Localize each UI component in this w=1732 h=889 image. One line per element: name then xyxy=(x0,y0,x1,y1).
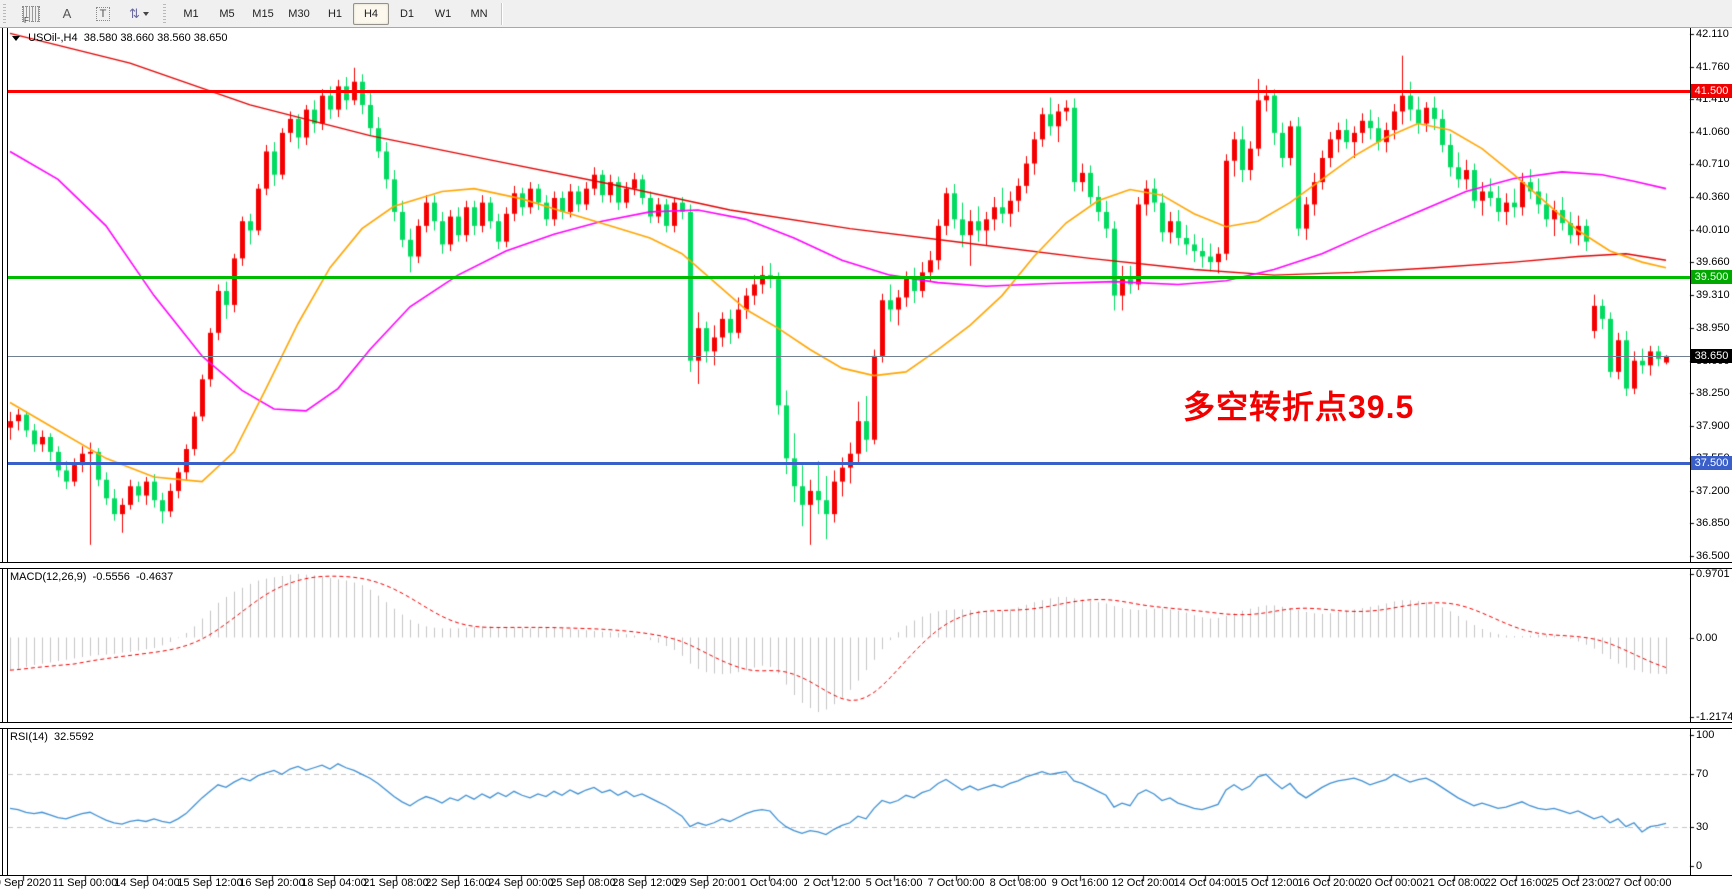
current-price-line[interactable] xyxy=(8,355,1690,357)
ohlc-readout: 38.580 38.660 38.560 38.650 xyxy=(83,32,228,44)
support-line[interactable] xyxy=(8,461,1690,465)
macd-main-value: -0.5556 xyxy=(92,571,130,583)
macd-signal-value: -0.4637 xyxy=(135,571,174,583)
macd-indicator-name: MACD(12,26,9) xyxy=(10,571,87,583)
level-price-badge: 37.500 xyxy=(1691,456,1732,470)
chart-title-bar: USOil-,H4 38.580 38.660 38.560 38.650 xyxy=(12,32,227,44)
current-price-badge: 38.650 xyxy=(1691,349,1732,363)
pivot-line[interactable] xyxy=(8,275,1690,279)
symbol-dropdown-icon[interactable] xyxy=(12,36,20,41)
chart-annotation-text[interactable]: 多空转折点39.5 xyxy=(1183,389,1415,425)
rsi-indicator-name: RSI(14) xyxy=(10,731,48,743)
rsi-current-value: 32.5592 xyxy=(54,731,94,743)
level-price-badge: 39.500 xyxy=(1691,270,1732,284)
resistance-line[interactable] xyxy=(8,89,1690,93)
rsi-panel-label: RSI(14) 32.5592 xyxy=(10,731,94,743)
symbol-title: USOil-,H4 xyxy=(28,32,78,44)
level-price-badge: 41.500 xyxy=(1691,84,1732,98)
macd-panel-label: MACD(12,26,9) -0.5556 -0.4637 xyxy=(10,571,173,583)
